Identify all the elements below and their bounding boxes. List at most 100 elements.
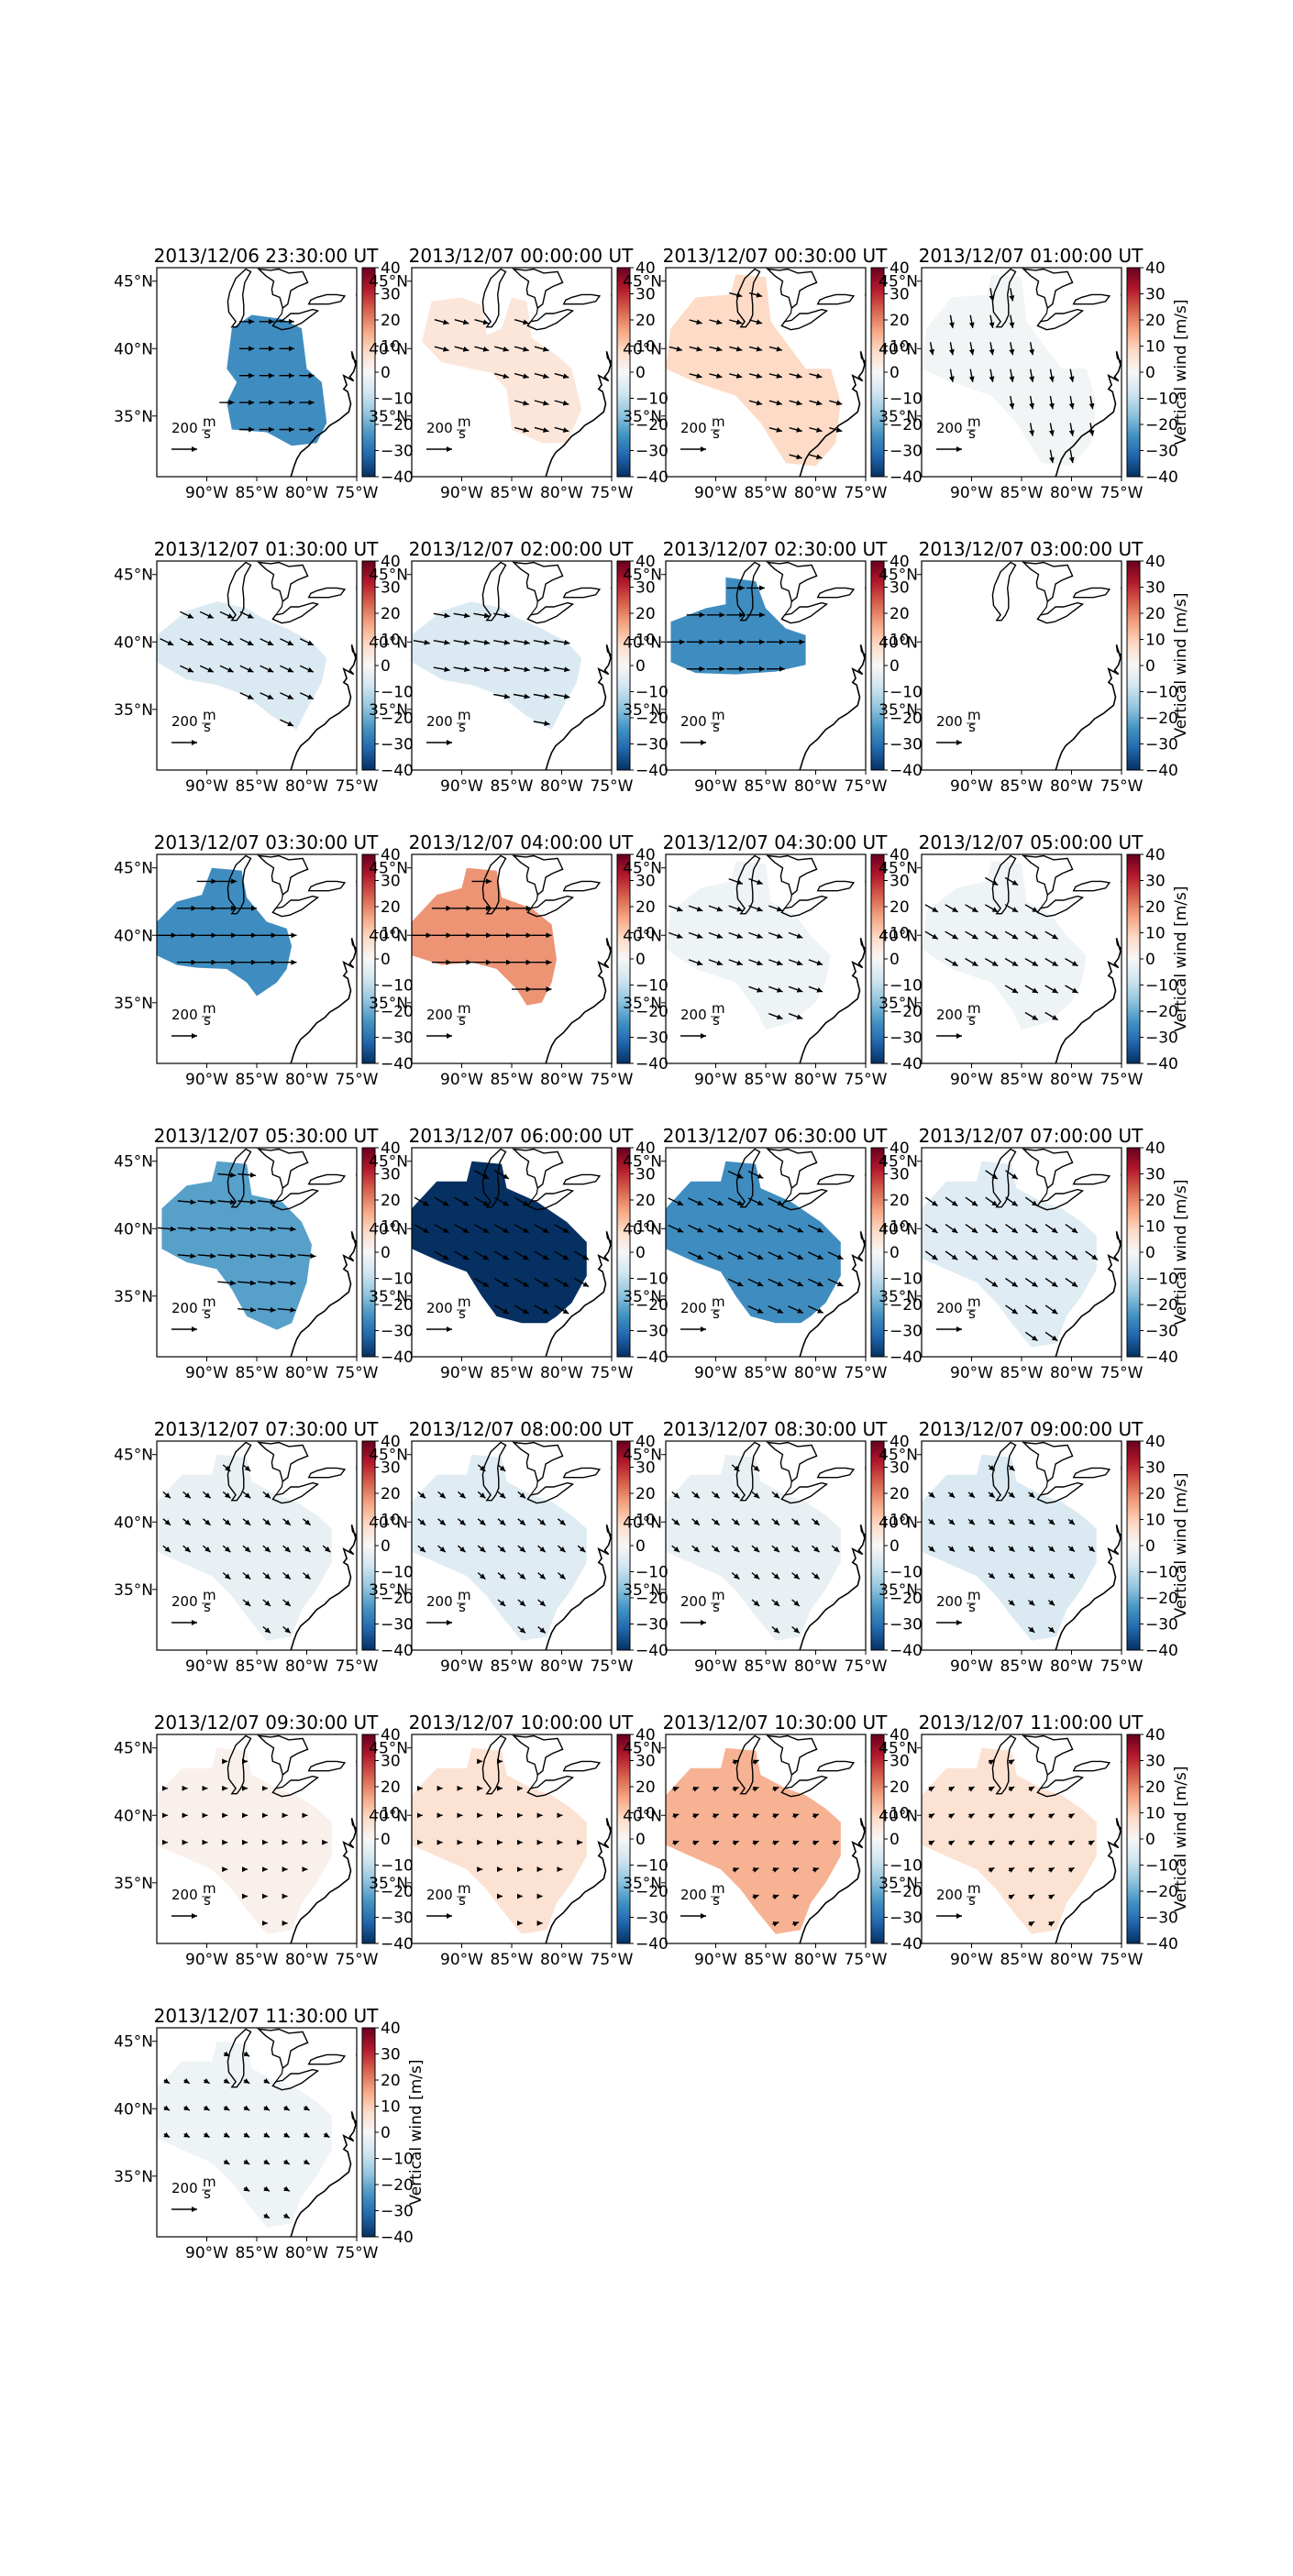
colorbar-tick-label: 20 [381, 1192, 401, 1210]
wind-vector [493, 612, 511, 619]
wind-vector [1089, 395, 1095, 410]
wind-vector [162, 1491, 171, 1499]
coastline [799, 1758, 866, 1943]
coastline [1055, 1758, 1122, 1943]
lat-tick-label: 35°N [623, 1875, 662, 1893]
wind-vector [534, 1305, 549, 1315]
wind-vector [453, 639, 470, 645]
colorbar-tick-label: 10 [890, 1512, 910, 1530]
wind-vector [928, 1492, 935, 1499]
wind-vector [727, 1278, 744, 1287]
colorbar-tick-label: −30 [381, 736, 414, 754]
wind-vector [808, 985, 823, 993]
colorbar-tick-label: 0 [1145, 364, 1155, 382]
wind-vector [747, 1278, 764, 1287]
colorbar [616, 1440, 631, 1651]
colorbar-tick-label: 0 [890, 657, 900, 676]
wind-vector [984, 930, 999, 940]
wind-vector [1047, 1572, 1055, 1580]
lat-tick-label: 40°N [114, 633, 153, 652]
wind-vector [809, 454, 823, 460]
colorbar-tick-label: −30 [1145, 736, 1178, 754]
wind-vector [533, 693, 550, 699]
colorbar-tick-label: 10 [635, 1218, 656, 1237]
wind-vector [809, 373, 823, 379]
wind-vector [748, 346, 763, 352]
wind-vector [984, 904, 999, 913]
colorbar-tick-label: −20 [890, 1883, 923, 1901]
wind-vector [688, 1251, 704, 1260]
wind-vector [988, 1758, 995, 1766]
lake-outline [271, 1481, 320, 1504]
wind-vector [727, 1251, 744, 1260]
wind-vector [948, 1840, 956, 1846]
wind-vector [257, 1199, 276, 1205]
wind-vector [454, 1224, 470, 1234]
wind-vector [474, 319, 490, 325]
colorbar-tick-label: −20 [381, 710, 414, 728]
colorbar-tick-label: −10 [635, 1271, 669, 1289]
wind-vector [768, 959, 783, 966]
colorbar-tick-label: 0 [635, 1831, 646, 1849]
wind-vector [1048, 1840, 1055, 1846]
wind-vector [262, 1518, 271, 1526]
wind-vector [263, 2131, 271, 2139]
panel-title: 2013/12/07 00:00:00 UT [409, 245, 634, 267]
wind-vector [243, 2077, 250, 2085]
wind-vector [437, 1545, 447, 1553]
colorbar-tick-label: 30 [381, 1459, 401, 1478]
wind-vector [747, 1197, 764, 1206]
lon-tick-label: 75°W [845, 1657, 888, 1676]
lon-tick-label: 90°W [694, 1364, 737, 1382]
wind-vector [222, 1491, 231, 1499]
colorbar-tick-label: −10 [1145, 1271, 1178, 1289]
wind-vector [494, 346, 510, 352]
wind-vector [1004, 930, 1019, 940]
wind-vector [1065, 1224, 1078, 1234]
wind-vector [277, 1252, 296, 1259]
wind-vector [832, 1840, 839, 1846]
wind-vector [183, 2105, 191, 2111]
wind-vector [554, 1277, 569, 1288]
colorbar [1126, 1440, 1141, 1651]
wind-vector [474, 1224, 490, 1234]
wind-vector [534, 346, 549, 352]
quiver-key-value: 200 [426, 1300, 453, 1316]
colorbar-tick-label: 0 [890, 364, 900, 382]
lat-tick-label: 45°N [114, 860, 153, 878]
lake-outline [512, 1148, 564, 1190]
colorbar-tick-label: 40 [635, 846, 656, 864]
wind-vector [177, 1252, 196, 1259]
wind-vector [812, 1813, 820, 1819]
lake-outline [816, 293, 856, 305]
colorbar-tick-label: −20 [890, 710, 923, 728]
colorbar [616, 1147, 631, 1358]
quiver-key-unit: s [713, 719, 720, 735]
wind-vector [924, 904, 939, 913]
colorbar-tick-label: 20 [890, 605, 910, 623]
lat-tick-label: 40°N [114, 1514, 153, 1532]
lon-tick-label: 85°W [745, 484, 788, 502]
colorbar-tick-label: 30 [1145, 1166, 1166, 1184]
border-line [1040, 1481, 1048, 1496]
wind-vector [984, 876, 999, 886]
wind-vector [1067, 1866, 1075, 1873]
colorbar-tick-label: 30 [1145, 873, 1166, 891]
wind-vector [280, 692, 294, 700]
wind-vector [747, 1170, 764, 1179]
wind-vector [751, 1464, 760, 1472]
wind-vector [437, 1518, 447, 1526]
wind-vector [238, 1226, 257, 1232]
lake-outline [766, 1148, 818, 1190]
colorbar-tick-label: −30 [381, 1029, 414, 1048]
wind-vector [474, 1170, 490, 1180]
wind-vector [768, 905, 783, 912]
colorbar-tick-label: 40 [890, 846, 910, 864]
quiver-key-unit: m [203, 413, 216, 430]
wind-vector [493, 1224, 510, 1234]
